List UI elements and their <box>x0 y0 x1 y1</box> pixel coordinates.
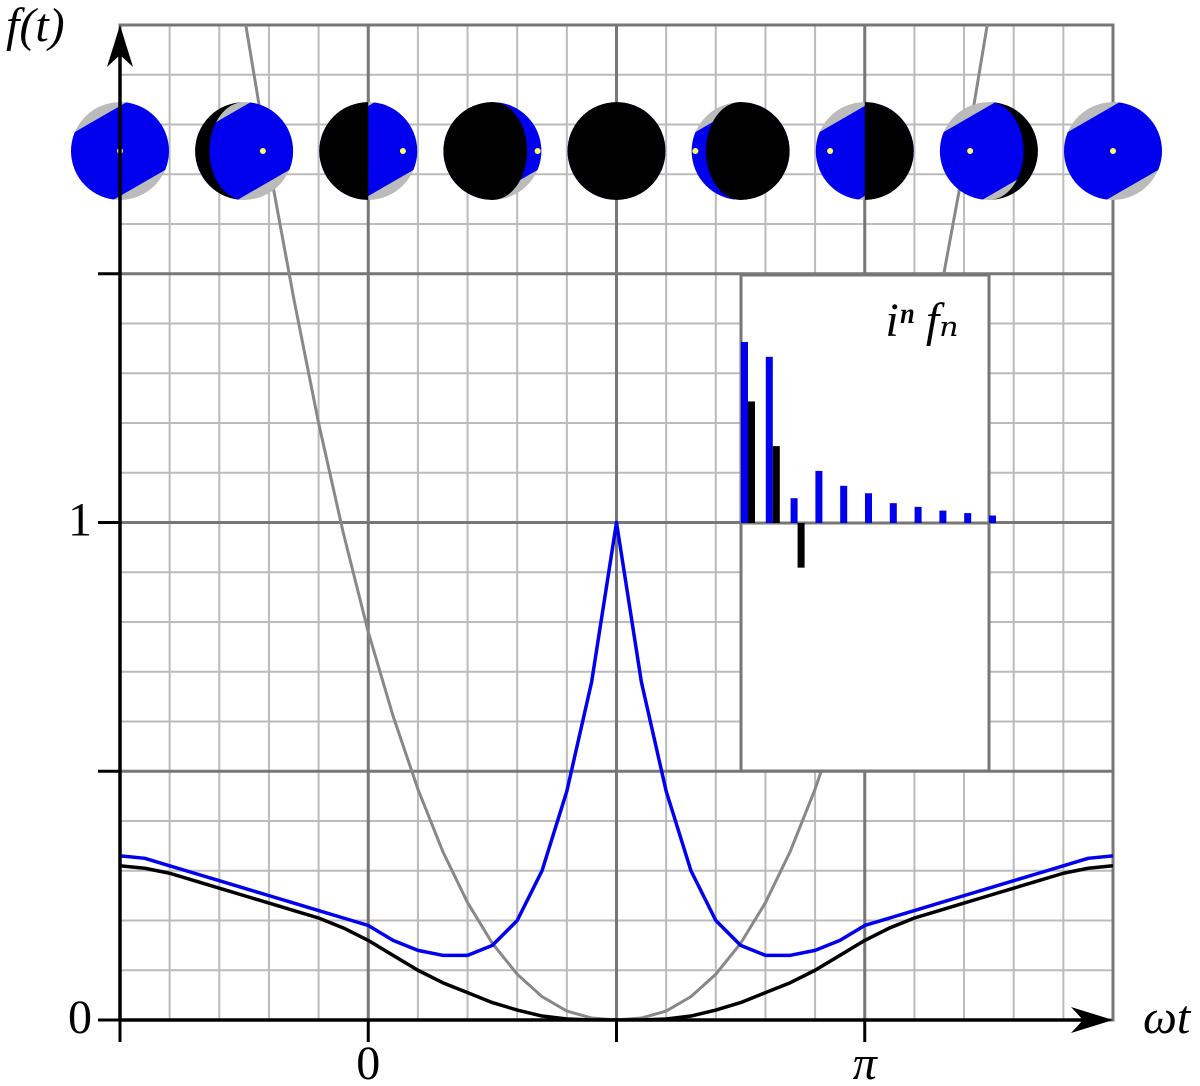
inset-bar <box>790 498 798 523</box>
inset-bar <box>748 401 755 523</box>
axes: 0 π 0 1 <box>68 25 1113 1086</box>
moon-dot <box>827 148 834 154</box>
moon-shadow <box>319 102 369 200</box>
moon-shadow <box>195 102 245 200</box>
y-axis-label: f(t) <box>6 0 65 52</box>
moon-band <box>195 102 294 200</box>
x-axis-arrow <box>1071 1007 1113 1033</box>
moon <box>1064 102 1162 200</box>
moon-band <box>1064 102 1162 200</box>
inset-bar <box>939 510 947 523</box>
moons <box>71 102 1162 200</box>
inset-bar <box>815 470 823 523</box>
moon-shadow <box>988 102 1038 200</box>
moon-dot <box>967 148 974 154</box>
moon <box>195 102 294 200</box>
moon-dot <box>399 148 406 154</box>
moon-band <box>939 102 1038 200</box>
inset-bar <box>914 506 922 523</box>
x-axis-label: ωt <box>1143 991 1192 1044</box>
moon-shadow <box>864 102 914 200</box>
moon-shadow <box>705 102 790 200</box>
moon-shadow <box>443 102 528 200</box>
inset-bar <box>765 356 773 523</box>
moon-shadow <box>567 102 666 200</box>
y-tick-label: 0 <box>68 991 92 1044</box>
inset-bar <box>964 513 972 523</box>
inset-bar <box>989 515 996 523</box>
x-tick-label: 0 <box>356 1037 380 1086</box>
y-axis-arrow <box>107 25 133 67</box>
moon <box>691 102 790 200</box>
moon <box>939 102 1038 200</box>
moon-dot <box>259 148 266 154</box>
moon-dot <box>534 148 541 154</box>
inset-bar <box>889 503 897 523</box>
inset-bar <box>840 485 848 523</box>
inset-bar <box>797 523 805 568</box>
curve <box>120 864 1113 1020</box>
inset-bar <box>741 341 748 523</box>
inset-bar <box>772 446 780 523</box>
moon <box>443 102 542 200</box>
curve <box>120 520 1113 958</box>
inset-title: iⁿ fₙ <box>885 294 958 347</box>
moon-dot <box>692 148 699 154</box>
inset: iⁿ fₙ <box>739 273 996 773</box>
x-tick-label: π <box>853 1037 879 1086</box>
y-tick-label: 1 <box>68 494 92 547</box>
inset-bar <box>865 493 872 523</box>
moon-dot <box>1110 148 1116 154</box>
